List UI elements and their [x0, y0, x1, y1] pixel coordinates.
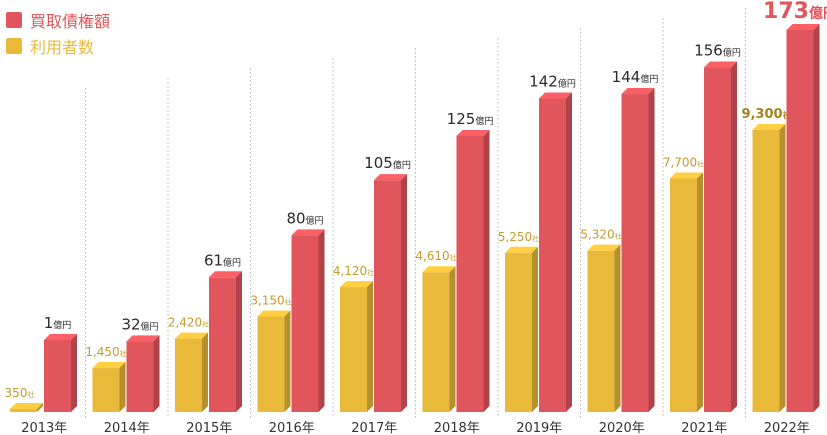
debt-bar: [291, 229, 325, 412]
debt-bar: [456, 129, 490, 412]
legend-label: 買取債権額: [30, 12, 111, 31]
debt-label: 173億円: [763, 0, 827, 24]
debt-bar: [44, 334, 77, 412]
users-label: 3,150社: [250, 293, 291, 307]
category-label: 2014年: [104, 421, 150, 435]
users-label: 350社: [5, 386, 35, 400]
users-bar: [422, 266, 456, 412]
users-bar: [587, 244, 621, 412]
category-label: 2018年: [434, 421, 480, 435]
debt-label: 80億円: [286, 209, 323, 227]
debt-bar: [539, 92, 572, 412]
users-bar: [340, 281, 373, 412]
debt-label: 156億円: [694, 42, 741, 60]
users-bar: [752, 124, 786, 412]
users-bar: [505, 246, 538, 412]
category-label: 2017年: [351, 421, 397, 435]
category-label: 2020年: [599, 421, 645, 435]
debt-bar: [621, 88, 655, 413]
category-label: 2022年: [764, 421, 810, 435]
debt-label: 61億円: [204, 251, 241, 269]
category-label: 2021年: [681, 421, 727, 435]
legend-item-users: 利用者数: [6, 34, 110, 58]
debt-label: 142億円: [529, 72, 576, 90]
legend-swatch-red: [6, 12, 22, 28]
chart-legend: 買取債権額 利用者数: [6, 8, 110, 60]
debt-label: 105億円: [364, 154, 411, 172]
debt-label: 144億円: [612, 68, 659, 86]
users-label: 4,610社: [415, 249, 456, 263]
users-label: 5,250社: [498, 230, 539, 244]
debt-bar: [374, 174, 407, 412]
users-label: 7,700社: [663, 156, 704, 170]
debt-bar: [209, 271, 242, 412]
category-label: 2019年: [516, 421, 562, 435]
users-bar: [670, 172, 703, 412]
category-label: 2013年: [21, 421, 67, 435]
users-label: 4,120社: [333, 264, 374, 278]
debt-bar: [126, 335, 160, 412]
legend-item-debt: 買取債権額: [6, 8, 110, 32]
users-bar: [10, 403, 43, 412]
users-label: 9,300社: [741, 107, 790, 122]
debt-label: 1億円: [44, 314, 72, 332]
debt-bar: [704, 61, 737, 413]
legend-swatch-yellow: [6, 38, 22, 54]
users-bar: [92, 362, 126, 412]
debt-label: 125億円: [447, 110, 494, 128]
users-label: 5,320社: [580, 228, 621, 242]
users-bar: [175, 332, 208, 412]
users-label: 1,450社: [85, 345, 126, 359]
category-label: 2016年: [269, 421, 315, 435]
debt-bar: [786, 24, 820, 412]
users-label: 2,420社: [168, 316, 209, 330]
legend-label: 利用者数: [30, 38, 95, 57]
users-bar: [257, 310, 291, 412]
debt-label: 32億円: [121, 315, 158, 333]
category-label: 2015年: [186, 421, 232, 435]
